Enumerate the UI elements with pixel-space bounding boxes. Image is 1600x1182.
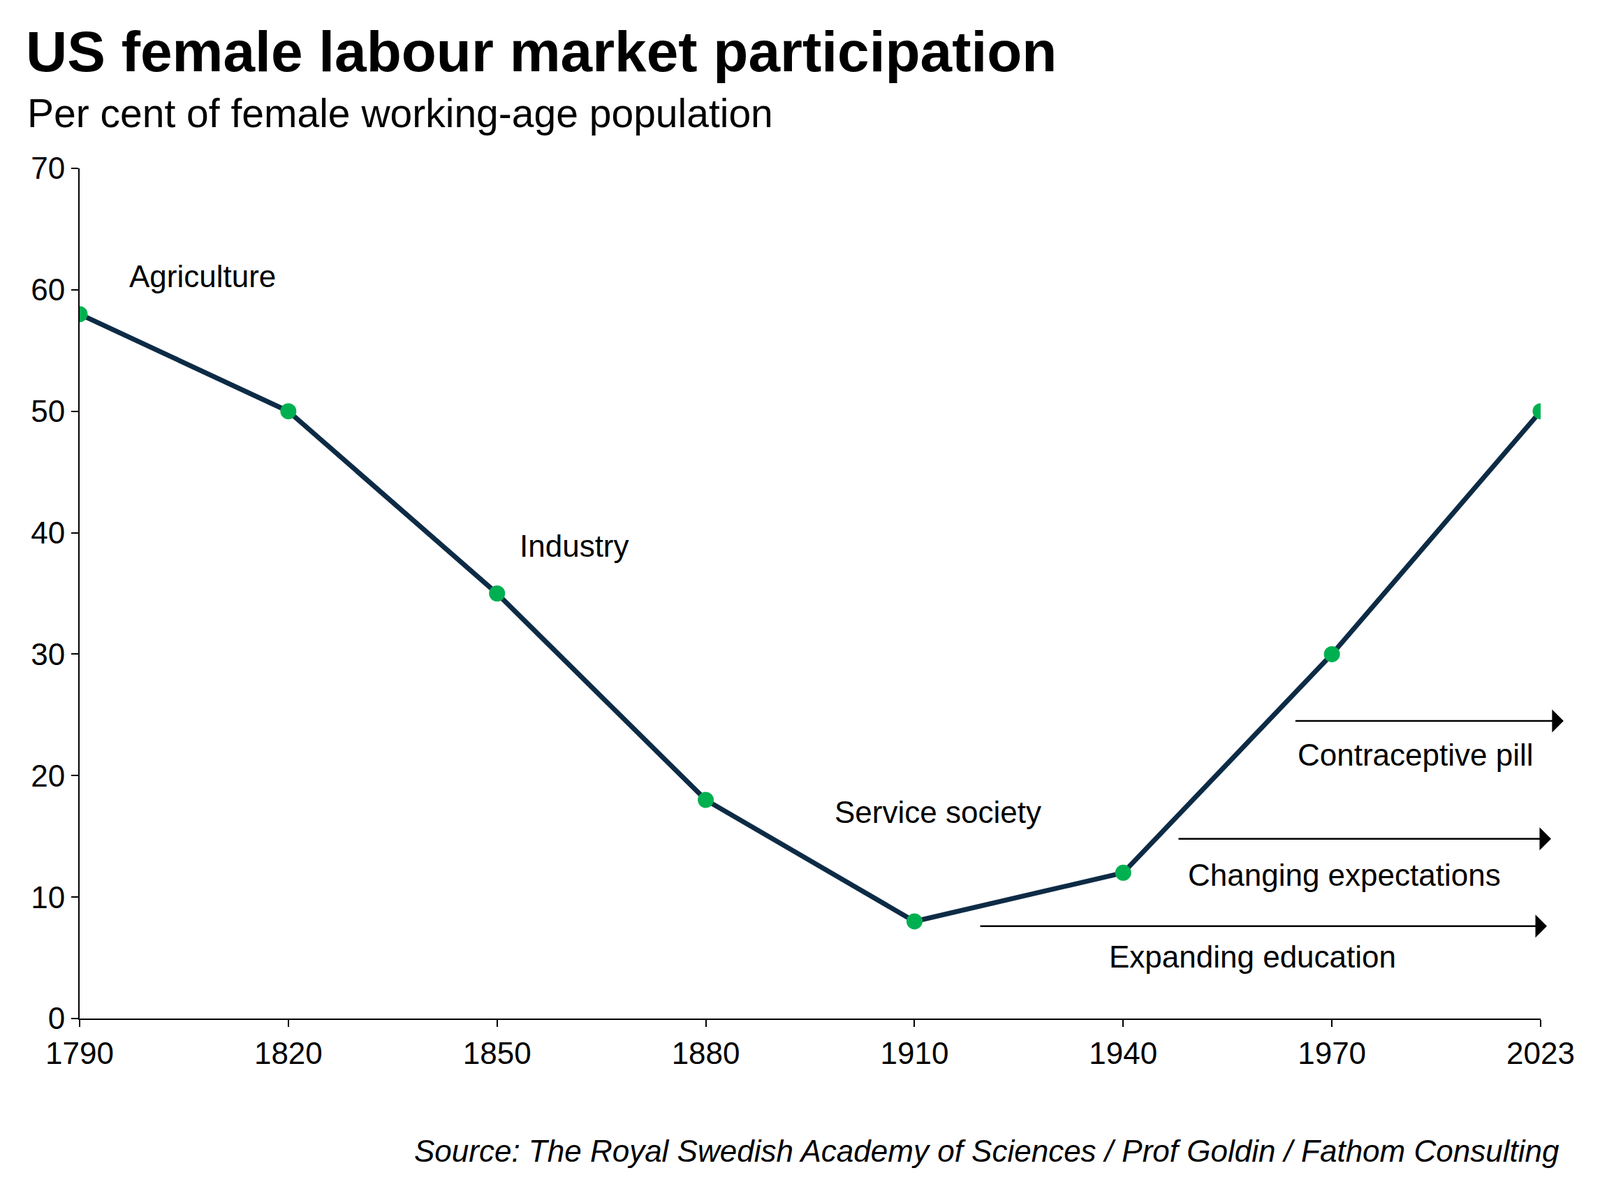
svg-text:Expanding education: Expanding education	[1109, 939, 1397, 974]
svg-text:Changing expectations: Changing expectations	[1187, 857, 1501, 892]
svg-text:0: 0	[48, 1000, 65, 1036]
svg-text:1850: 1850	[463, 1035, 532, 1070]
svg-text:Agriculture: Agriculture	[129, 259, 276, 294]
svg-text:Service society: Service society	[834, 794, 1042, 829]
svg-text:1880: 1880	[671, 1035, 741, 1070]
svg-text:30: 30	[30, 636, 65, 672]
svg-text:Industry: Industry	[519, 528, 630, 563]
svg-text:50: 50	[30, 393, 65, 429]
svg-text:1940: 1940	[1088, 1035, 1158, 1070]
svg-text:Contraceptive pill: Contraceptive pill	[1297, 737, 1534, 772]
svg-text:20: 20	[30, 758, 65, 793]
svg-text:1790: 1790	[45, 1035, 114, 1070]
svg-text:Per cent of female working-age: Per cent of female working-age populatio…	[27, 90, 774, 136]
svg-text:US female labour market partic: US female labour market participation	[25, 19, 1057, 84]
svg-text:10: 10	[30, 879, 65, 915]
svg-text:1910: 1910	[879, 1035, 949, 1070]
svg-text:40: 40	[30, 515, 65, 550]
svg-text:70: 70	[30, 150, 65, 186]
svg-text:1970: 1970	[1297, 1035, 1367, 1070]
svg-text:60: 60	[30, 272, 65, 307]
svg-text:2023: 2023	[1506, 1035, 1575, 1070]
svg-text:1820: 1820	[254, 1035, 323, 1070]
svg-text:Source: The Royal Swedish Acad: Source: The Royal Swedish Academy of Sci…	[414, 1133, 1560, 1168]
